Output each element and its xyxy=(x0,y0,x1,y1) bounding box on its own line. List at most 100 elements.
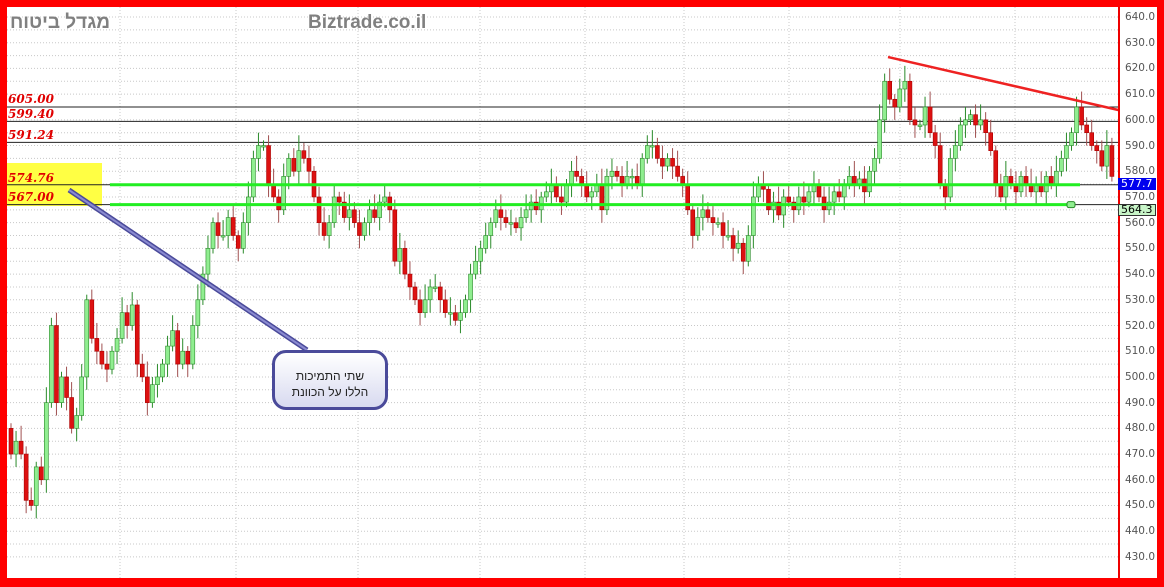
candle-down xyxy=(140,363,145,378)
price-axis: 640.0 630.0 620.0 610.0 600.0 590.0 580.0 570.0… xyxy=(1118,7,1157,578)
candle-up xyxy=(155,376,160,385)
candle-up xyxy=(725,235,731,238)
candle-down xyxy=(513,222,519,229)
candle-up xyxy=(831,191,837,203)
y-tick-label: 590.0 xyxy=(1124,139,1155,152)
marker-price-badge: 564.3 xyxy=(1118,204,1156,216)
candle-down xyxy=(316,196,322,223)
candle-down xyxy=(124,312,130,326)
candle-up xyxy=(200,273,206,301)
candle-down xyxy=(54,325,59,403)
candle-up xyxy=(917,124,923,127)
candle-down xyxy=(927,106,933,133)
candle-up xyxy=(953,145,958,159)
y-tick-label: 530.0 xyxy=(1124,293,1155,306)
candle-up xyxy=(427,286,433,301)
candle-down xyxy=(64,376,69,398)
candle-down xyxy=(988,132,994,151)
candle-up xyxy=(246,196,251,223)
candle-down xyxy=(185,350,191,365)
candle-down xyxy=(786,196,792,203)
y-tick-label: 460.0 xyxy=(1124,473,1155,486)
candle-up xyxy=(609,170,615,177)
candle-up xyxy=(251,158,256,198)
y-tick-label: 640.0 xyxy=(1124,11,1155,23)
candle-down xyxy=(336,196,342,203)
y-tick-label: 500.0 xyxy=(1124,370,1155,383)
candle-down xyxy=(983,119,988,133)
candle-down xyxy=(887,80,893,100)
candle-up xyxy=(458,312,463,321)
candle-up xyxy=(922,106,928,126)
candle-up xyxy=(119,312,125,339)
candle-down xyxy=(852,176,857,185)
callout-pointer-inner xyxy=(68,189,308,351)
y-tick-label: 440.0 xyxy=(1124,525,1155,538)
candle-down xyxy=(89,299,95,339)
candle-up xyxy=(1054,170,1059,185)
candle-down xyxy=(1094,145,1100,151)
candle-down xyxy=(145,376,150,403)
candle-up xyxy=(382,196,388,203)
candle-down xyxy=(104,363,110,370)
candle-up xyxy=(639,158,645,185)
candle-down xyxy=(175,330,180,365)
candle-up xyxy=(806,191,812,203)
candle-up xyxy=(665,158,670,167)
y-tick-label: 540.0 xyxy=(1124,268,1155,281)
y-tick-label: 630.0 xyxy=(1124,36,1155,49)
y-tick-label: 620.0 xyxy=(1124,62,1155,75)
candle-up xyxy=(846,176,852,185)
candle-up xyxy=(241,222,246,249)
candle-up xyxy=(897,88,903,108)
candle-up xyxy=(286,158,292,177)
candle-down xyxy=(993,150,999,185)
candle-down xyxy=(559,196,564,203)
candle-down xyxy=(1049,176,1054,185)
candle-down xyxy=(634,176,640,185)
candle-down xyxy=(1109,145,1115,177)
candle-down xyxy=(321,222,327,236)
candle-up xyxy=(362,222,367,236)
candle-up xyxy=(745,235,751,262)
candle-up xyxy=(523,209,529,218)
candle-up xyxy=(1059,158,1064,172)
callout-line-1: שתי התמיכות xyxy=(295,369,365,383)
candle-up xyxy=(74,415,79,429)
candle-up xyxy=(877,119,882,159)
candle-down xyxy=(710,217,716,223)
candle-down xyxy=(18,440,24,455)
candle-up xyxy=(129,304,135,326)
last-price-badge: 577.7 xyxy=(1118,178,1156,190)
candle-up xyxy=(114,338,120,352)
y-tick-label: 560.0 xyxy=(1124,216,1155,229)
candle-down xyxy=(932,132,938,146)
candle-down xyxy=(8,428,14,455)
candle-up xyxy=(33,466,39,506)
candle-up xyxy=(624,176,630,185)
candle-up xyxy=(629,176,635,179)
plot-area: מגדל ביטוח Biztrade.co.il 605.00 599.40 … xyxy=(7,7,1118,578)
candle-up xyxy=(695,217,701,236)
candle-down xyxy=(1079,106,1084,126)
candle-up xyxy=(968,114,973,121)
candle-down xyxy=(675,165,680,177)
candle-up xyxy=(79,376,84,416)
candle-up xyxy=(347,209,352,218)
resistance-trendline xyxy=(887,55,1118,112)
candle-up xyxy=(872,158,877,172)
y-tick-label: 510.0 xyxy=(1124,345,1155,358)
candle-up xyxy=(958,124,963,146)
candle-up xyxy=(150,384,155,403)
candle-up xyxy=(1069,132,1074,146)
candle-up xyxy=(488,222,494,236)
candle-up xyxy=(978,119,983,126)
candle-down xyxy=(372,209,377,218)
candle-up xyxy=(205,248,211,275)
candlestick-chart xyxy=(7,7,1118,578)
y-tick-label: 570.0 xyxy=(1124,190,1155,203)
candle-down xyxy=(1099,150,1105,167)
candle-up xyxy=(751,196,756,236)
candle-up xyxy=(735,242,741,249)
candle-down xyxy=(306,158,312,172)
